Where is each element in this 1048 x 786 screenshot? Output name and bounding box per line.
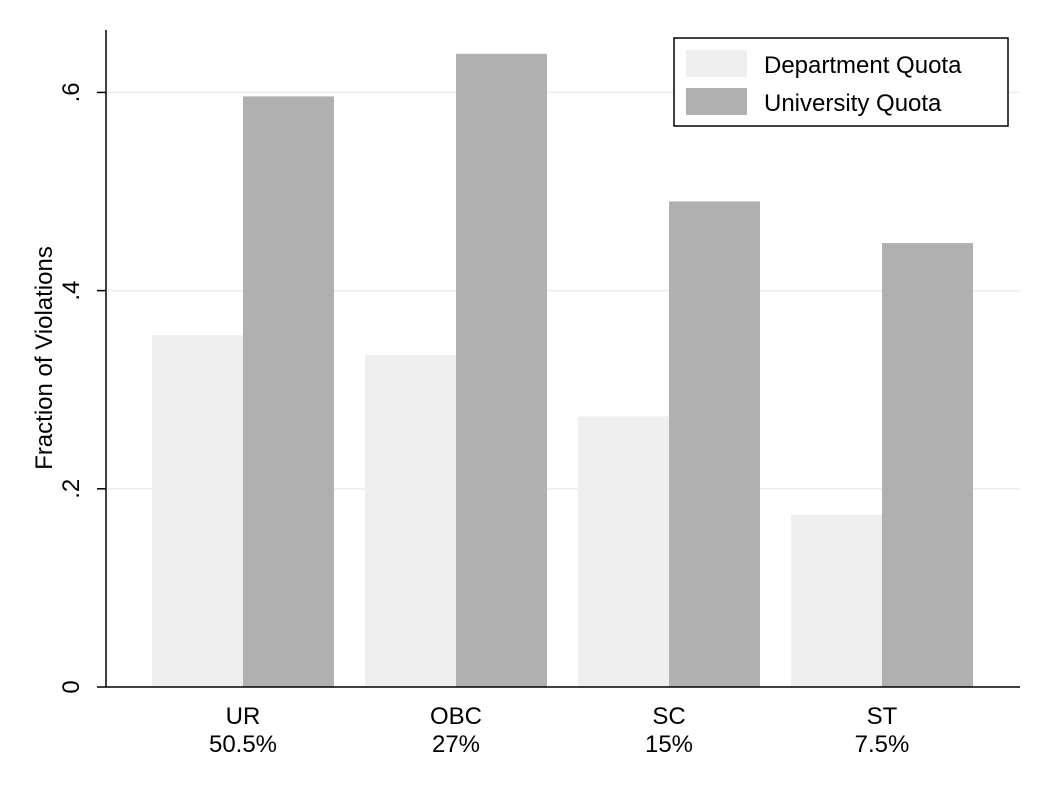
y-ticks: 0 .2 .4 .6 bbox=[58, 82, 106, 694]
legend-label-department: Department Quota bbox=[764, 52, 962, 79]
bar-university-ur bbox=[243, 96, 334, 687]
legend-label-university: University Quota bbox=[764, 90, 942, 117]
x-category-name: SC bbox=[652, 703, 685, 730]
x-category-name: ST bbox=[867, 703, 898, 730]
legend-swatch-department bbox=[686, 50, 747, 77]
bar-department-st bbox=[791, 514, 882, 687]
bar-department-obc bbox=[365, 355, 456, 687]
axes bbox=[105, 30, 1020, 688]
bar-university-st bbox=[882, 243, 973, 687]
bar-university-sc bbox=[669, 201, 760, 687]
x-category-share: 50.5% bbox=[209, 731, 277, 758]
bar-university-obc bbox=[456, 53, 547, 687]
x-category-share: 15% bbox=[645, 731, 693, 758]
x-category-share: 7.5% bbox=[855, 731, 910, 758]
x-category-name: UR bbox=[226, 703, 261, 730]
y-tick-label: 0 bbox=[58, 680, 85, 693]
y-tick-label: .6 bbox=[58, 82, 85, 102]
x-category-share: 27% bbox=[432, 731, 480, 758]
bars bbox=[152, 53, 973, 687]
legend-swatch-university bbox=[686, 88, 747, 115]
y-axis-label: Fraction of Violations bbox=[31, 246, 58, 470]
y-tick-label: .4 bbox=[58, 281, 85, 301]
legend: Department Quota University Quota bbox=[673, 37, 1009, 127]
bar-department-sc bbox=[578, 416, 669, 687]
bar-department-ur bbox=[152, 335, 243, 687]
y-tick-label: .2 bbox=[58, 479, 85, 499]
x-category-name: OBC bbox=[430, 703, 482, 730]
